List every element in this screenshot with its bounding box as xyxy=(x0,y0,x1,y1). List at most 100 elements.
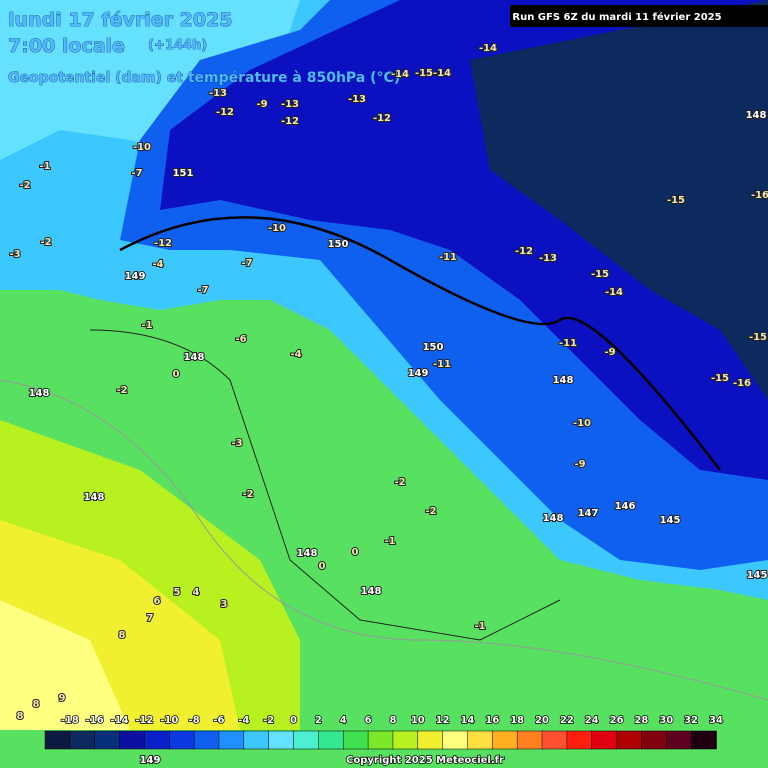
temperature-label: -9 xyxy=(574,459,585,470)
scale-tick-label: 24 xyxy=(585,715,599,726)
copyright: Copyright 2025 Meteociel.fr xyxy=(346,755,504,766)
scale-swatch xyxy=(442,730,469,750)
isoline xyxy=(0,379,768,701)
temperature-label: -4 xyxy=(290,349,301,360)
temperature-label: -2 xyxy=(242,489,253,500)
geopotential-label: 151 xyxy=(173,168,194,179)
temperature-label: 8 xyxy=(17,711,24,722)
scale-swatch xyxy=(641,730,668,750)
temperature-label: -16 xyxy=(733,378,751,389)
scale-swatch xyxy=(690,730,717,750)
temperature-label: 6 xyxy=(154,596,161,607)
temperature-label: -15 xyxy=(667,195,685,206)
scale-swatch xyxy=(342,730,369,750)
temperature-label: -12 xyxy=(515,246,533,257)
scale-tick-label: 6 xyxy=(365,715,372,726)
geopotential-label: 147 xyxy=(578,508,599,519)
temperature-label: -1 xyxy=(384,536,395,547)
temperature-label: -3 xyxy=(9,249,20,260)
geopotential-label: 149 xyxy=(408,368,429,379)
temperature-label: -7 xyxy=(197,285,208,296)
temperature-label: -11 xyxy=(559,338,577,349)
scale-tick-label: 2 xyxy=(315,715,322,726)
scale-swatch xyxy=(119,730,146,750)
scale-swatch xyxy=(616,730,643,750)
run-info: Run GFS 6Z du mardi 11 février 2025 xyxy=(512,11,721,23)
temperature-label: -4 xyxy=(152,259,163,270)
temperature-label: 0 xyxy=(319,561,326,572)
temperature-label: 7 xyxy=(147,613,154,624)
scale-swatch xyxy=(467,730,494,750)
temperature-label: 5 xyxy=(174,587,181,598)
temperature-label: -14 xyxy=(605,287,623,298)
scale-tick-label: 0 xyxy=(290,715,297,726)
temperature-label: -11 xyxy=(433,359,451,370)
temperature-label: -15 xyxy=(711,373,729,384)
temperature-label: -12 xyxy=(154,238,172,249)
temperature-label: -7 xyxy=(131,168,142,179)
geopotential-label: 148 xyxy=(29,388,50,399)
scale-swatch xyxy=(367,730,394,750)
scale-tick-label: 28 xyxy=(634,715,648,726)
field-title: Geopotentiel (dam) et température à 850h… xyxy=(8,70,400,86)
scale-tick-label: 12 xyxy=(436,715,450,726)
scale-tick-label: 14 xyxy=(461,715,475,726)
scale-tick-label: 20 xyxy=(535,715,549,726)
temperature-label: 9 xyxy=(59,693,66,704)
temperature-label: -2 xyxy=(394,477,405,488)
temperature-label: -2 xyxy=(116,385,127,396)
temperature-label: -14 xyxy=(391,69,409,80)
temperature-label: -6 xyxy=(235,334,246,345)
scale-swatch xyxy=(218,730,245,750)
geopotential-label: 146 xyxy=(615,501,636,512)
warm-zone xyxy=(0,600,130,730)
geopotential-label: 145 xyxy=(660,515,681,526)
temperature-label: -14 xyxy=(433,68,451,79)
isoline xyxy=(119,216,721,471)
temperature-label: -12 xyxy=(216,107,234,118)
scale-swatch xyxy=(492,730,518,750)
scale-swatch xyxy=(69,730,96,750)
scale-swatch xyxy=(144,730,171,750)
scale-swatch xyxy=(666,730,692,750)
scale-tick-label: 4 xyxy=(340,715,347,726)
geopotential-label: 145 xyxy=(747,570,768,581)
temperature-label: -13 xyxy=(539,253,557,264)
temperature-label: -13 xyxy=(281,99,299,110)
geopotential-label: 148 xyxy=(543,513,564,524)
coastline xyxy=(89,329,561,641)
scale-swatch xyxy=(293,730,320,750)
lead-time: (+144h) xyxy=(148,38,207,53)
temperature-label: 8 xyxy=(33,699,40,710)
scale-tick-label: 10 xyxy=(411,715,425,726)
scale-tick-label: -16 xyxy=(86,715,104,726)
scale-swatch xyxy=(516,730,543,750)
scale-tick-label: 30 xyxy=(659,715,673,726)
cold-zone xyxy=(470,0,768,400)
temperature-label: 4 xyxy=(193,587,200,598)
scale-swatch xyxy=(541,730,568,750)
scale-swatch xyxy=(392,730,419,750)
scale-tick-label: -18 xyxy=(61,715,79,726)
date: lundi 17 février 2025 xyxy=(8,9,233,31)
geopotential-label: 148 xyxy=(553,375,574,386)
scale-tick-label: 32 xyxy=(684,715,698,726)
scale-tick-label: 16 xyxy=(485,715,499,726)
temperature-label: -11 xyxy=(439,252,457,263)
geopotential-label: 150 xyxy=(423,342,444,353)
geopotential-label: 150 xyxy=(328,239,349,250)
scale-swatch xyxy=(591,730,618,750)
temperature-label: -2 xyxy=(40,237,51,248)
scale-swatch xyxy=(193,730,220,750)
temperature-label: -2 xyxy=(19,180,30,191)
temperature-label: -15 xyxy=(749,332,767,343)
scale-tick-label: 26 xyxy=(610,715,624,726)
temperature-label: -15 xyxy=(415,68,433,79)
geopotential-label: 148 xyxy=(361,586,382,597)
scale-swatch xyxy=(318,730,344,750)
temperature-label: -13 xyxy=(209,88,227,99)
temperature-label: -12 xyxy=(373,113,391,124)
scale-tick-label: 18 xyxy=(510,715,524,726)
temperature-label: -10 xyxy=(133,142,151,153)
